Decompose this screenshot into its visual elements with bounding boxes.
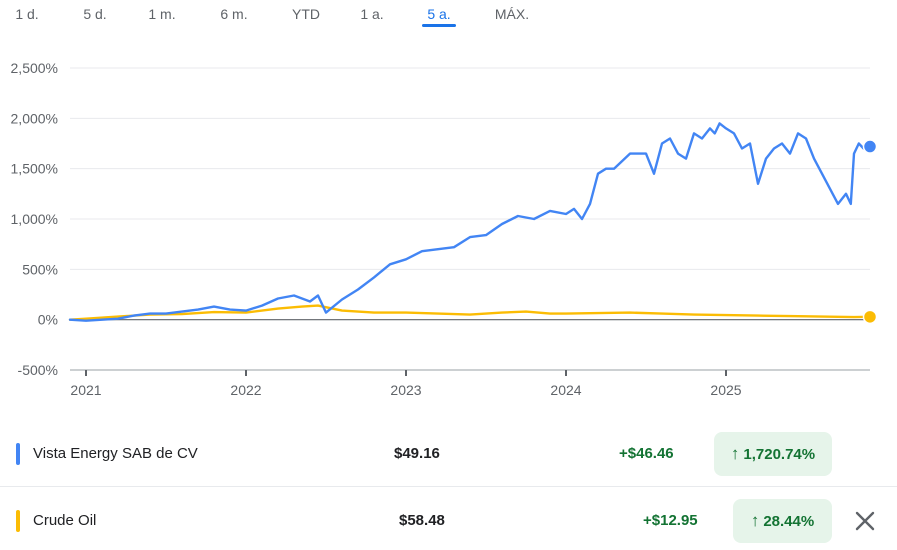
x-tick-label: 2021: [70, 382, 101, 398]
series-change: +$12.95: [643, 512, 698, 529]
x-tick-label: 2025: [710, 382, 741, 398]
y-tick-label: 0%: [38, 312, 58, 328]
series-price: $49.16: [394, 445, 440, 462]
range-tab[interactable]: 1 m.: [148, 6, 176, 22]
series-percent: 1,720.74%: [743, 445, 816, 463]
series-endpoint-vista: [862, 139, 878, 154]
x-tick-label: 2023: [390, 382, 421, 398]
y-tick-label: -500%: [18, 362, 58, 378]
series-change: +$46.46: [619, 445, 674, 462]
legend-row-vista: Vista Energy SAB de CV $49.16 +$46.46 ↑ …: [0, 424, 897, 482]
range-tab[interactable]: YTD: [292, 6, 320, 22]
series-percent: 28.44%: [763, 512, 815, 530]
arrow-up-icon: ↑: [750, 511, 760, 530]
series-swatch-vista: [16, 443, 20, 465]
y-tick-label: 1,500%: [11, 161, 58, 177]
series-name: Vista Energy SAB de CV: [33, 445, 198, 462]
range-tab[interactable]: 1 a.: [360, 6, 384, 22]
range-tab[interactable]: 5 a.: [427, 6, 451, 22]
series-endpoint-crude-oil: [862, 309, 878, 325]
series-name: Crude Oil: [33, 512, 97, 529]
series-swatch-crude-oil: [16, 510, 20, 532]
y-tick-label: 2,500%: [11, 60, 58, 76]
y-tick-label: 2,000%: [11, 110, 58, 126]
line-chart: 2,500% 2,000% 1,500% 1,000% 500% 0% -500% 2021 2…: [11, 60, 878, 398]
range-tabs: 1 d. 5 d. 1 m. 6 m. YTD 1 a. 5 a. MÁX.: [0, 0, 897, 32]
y-tick-label: 1,000%: [11, 211, 58, 227]
x-tick-label: 2024: [550, 382, 581, 398]
range-tab[interactable]: 5 d.: [83, 6, 107, 22]
range-tab[interactable]: 6 m.: [220, 6, 248, 22]
x-tick-label: 2022: [230, 382, 261, 398]
close-icon[interactable]: [852, 508, 878, 534]
series-price: $58.48: [399, 512, 445, 529]
legend-row-crude-oil: Crude Oil $58.48 +$12.95 ↑ 28.44%: [0, 491, 897, 549]
series-percent-badge: ↑ 1,720.74%: [714, 432, 832, 476]
active-tab-underline: [422, 24, 456, 27]
arrow-up-icon: ↑: [730, 444, 740, 463]
range-tab[interactable]: MÁX.: [494, 6, 530, 22]
series-line-crude-oil: [68, 304, 872, 321]
series-line-vista: [68, 122, 872, 322]
series-percent-badge: ↑ 28.44%: [733, 499, 832, 543]
legend-divider: [0, 486, 897, 487]
y-tick-label: 500%: [22, 261, 58, 277]
range-tab[interactable]: 1 d.: [15, 6, 39, 22]
